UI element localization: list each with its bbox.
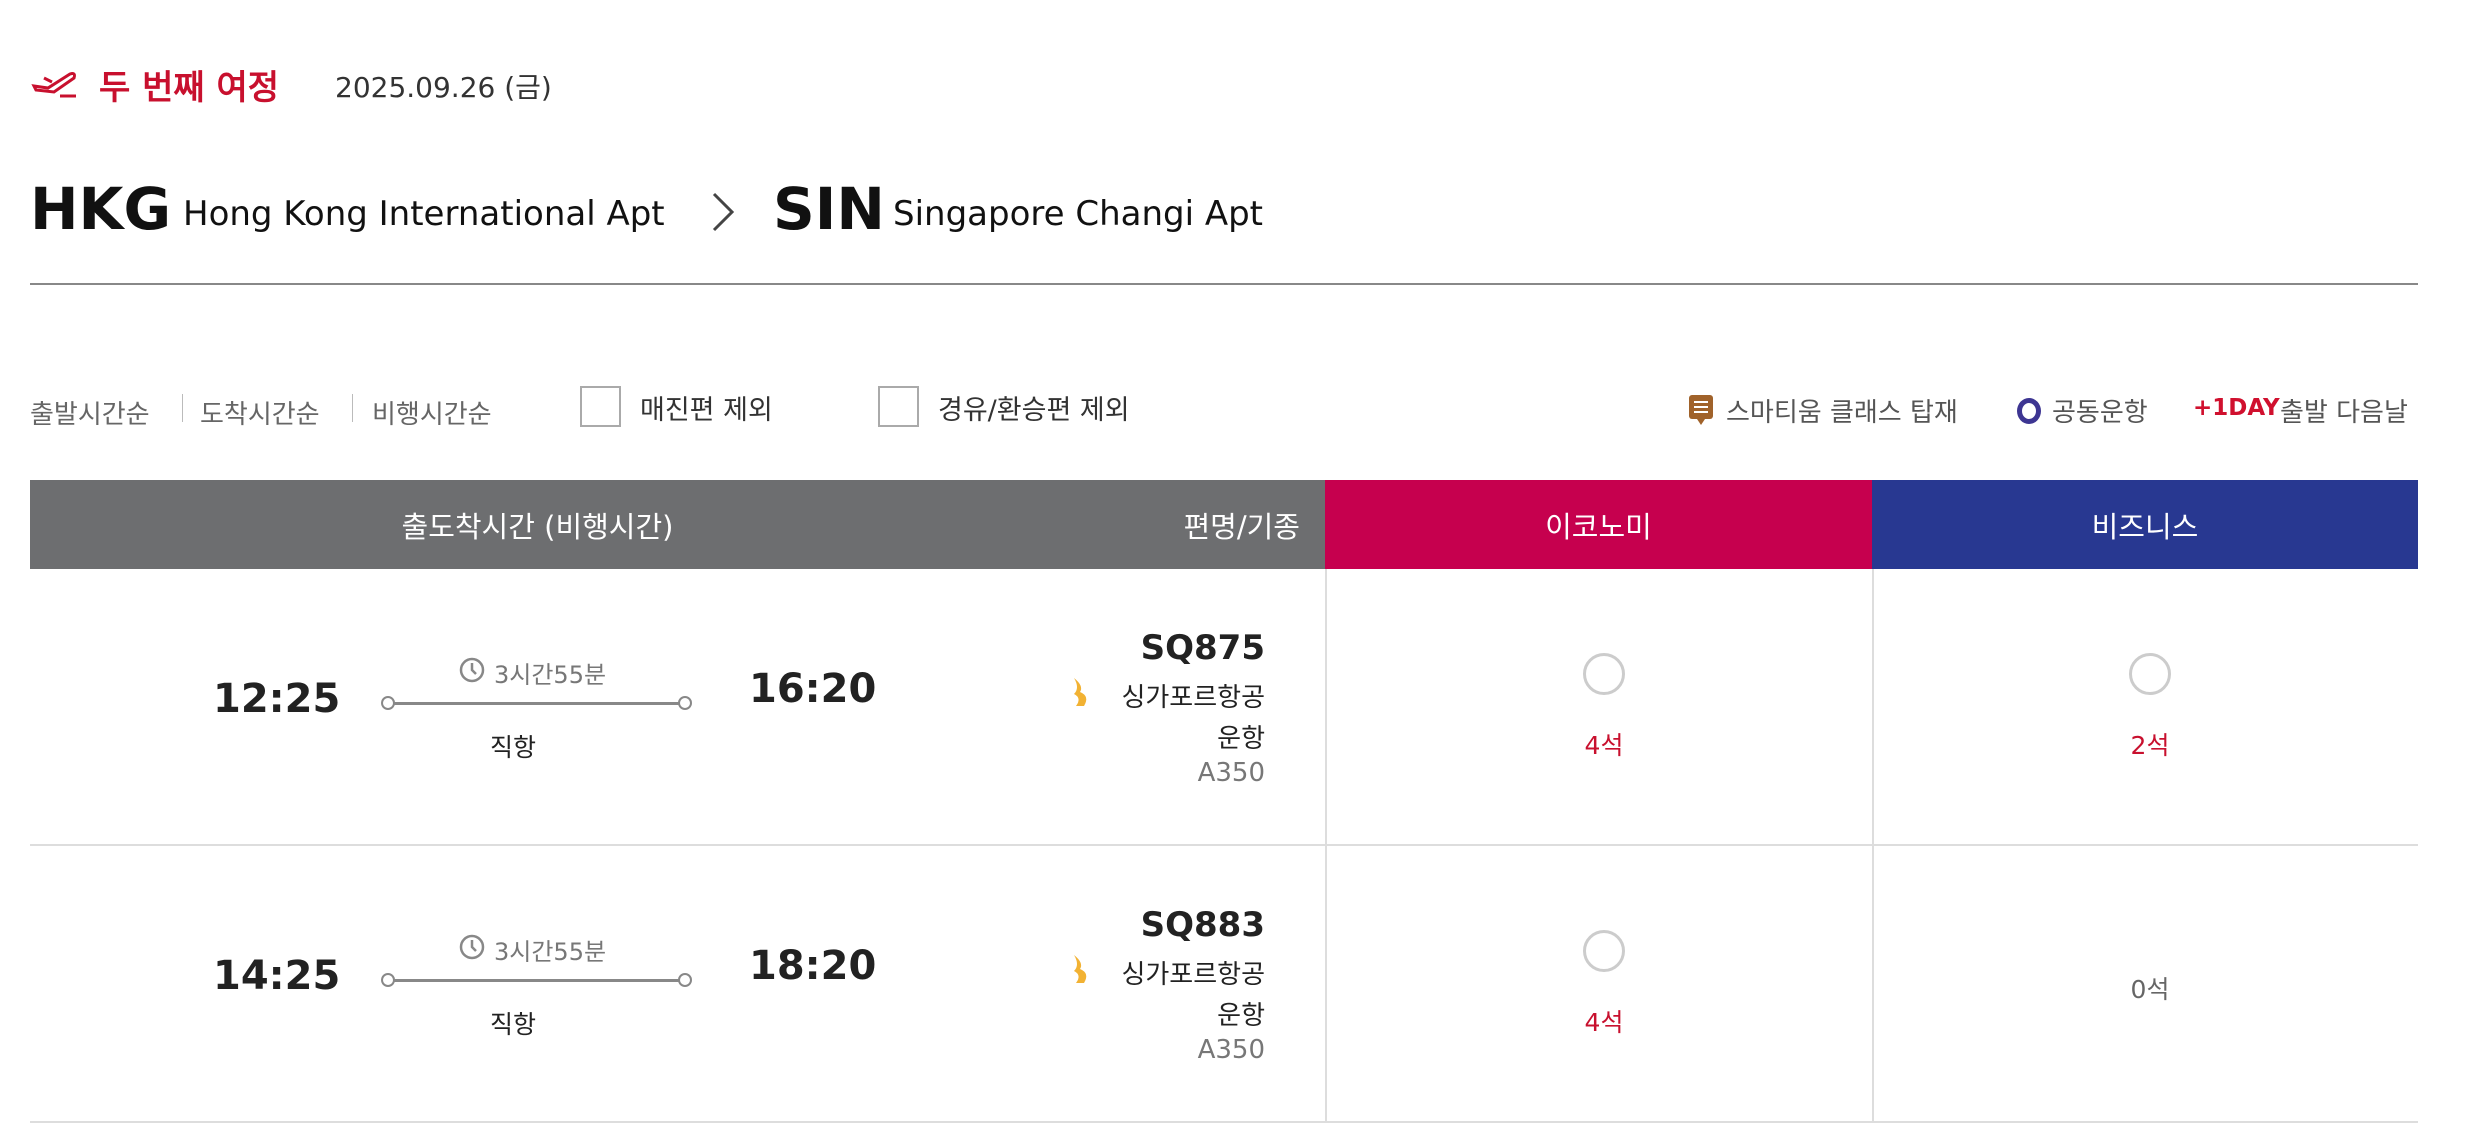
plus-day-legend: 출발 다음날 xyxy=(2280,398,2408,428)
route-dot xyxy=(381,696,395,710)
chevron-right-icon xyxy=(712,192,735,232)
divider xyxy=(1872,569,1874,1123)
flight-type: 직항 xyxy=(490,1010,537,1039)
flight-number[interactable]: SQ883 xyxy=(1140,905,1265,945)
route-dot xyxy=(678,696,692,710)
destination-code: SIN xyxy=(773,175,885,243)
header-business: 비즈니스 xyxy=(1872,480,2418,569)
flight-duration: 3시간55분 xyxy=(494,661,607,689)
economy-fare-radio[interactable] xyxy=(1583,653,1625,695)
smartium-icon xyxy=(1689,395,1713,425)
business-fare-radio[interactable] xyxy=(2129,653,2171,695)
singapore-airlines-logo-icon xyxy=(1074,955,1087,983)
business-seats: 2석 xyxy=(2130,731,2170,760)
exclude-soldout-checkbox[interactable] xyxy=(580,386,621,427)
business-seats: 0석 xyxy=(2130,975,2170,1004)
exclude-soldout-label[interactable]: 매진편 제외 xyxy=(640,395,773,426)
arrival-time: 16:20 xyxy=(749,666,877,712)
aircraft-type: A350 xyxy=(1197,758,1265,788)
route-dot xyxy=(678,973,692,987)
plane-departure-icon xyxy=(31,72,76,98)
route-line xyxy=(390,979,684,982)
divider xyxy=(1325,569,1327,1123)
header-economy: 이코노미 xyxy=(1325,480,1872,569)
departure-time: 14:25 xyxy=(213,953,341,999)
header-flight: 편명/기종 xyxy=(1183,509,1301,544)
origin-name: Hong Kong International Apt xyxy=(183,194,665,234)
flight-number[interactable]: SQ875 xyxy=(1140,628,1265,668)
departure-time: 12:25 xyxy=(213,676,341,722)
journey-date: 2025.09.26 (금) xyxy=(335,71,552,104)
sort-arrival[interactable]: 도착시간순 xyxy=(200,400,320,430)
divider xyxy=(352,394,353,422)
singapore-airlines-logo-icon xyxy=(1074,678,1087,706)
flight-duration: 3시간55분 xyxy=(494,938,607,966)
economy-fare-radio[interactable] xyxy=(1583,930,1625,972)
destination-name: Singapore Changi Apt xyxy=(893,194,1264,234)
flight-type: 직항 xyxy=(490,733,537,762)
aircraft-type: A350 xyxy=(1197,1035,1265,1065)
exclude-transfer-checkbox[interactable] xyxy=(878,386,919,427)
sort-departure[interactable]: 출발시간순 xyxy=(30,400,150,430)
route-dot xyxy=(381,973,395,987)
codeshare-icon xyxy=(2017,398,2041,424)
journey-title: 두 번째 여정 xyxy=(99,68,280,108)
header-time: 출도착시간 (비행시간) xyxy=(401,509,674,544)
exclude-transfer-label[interactable]: 경유/환승편 제외 xyxy=(938,395,1130,426)
smartium-legend: 스마티움 클래스 탑재 xyxy=(1726,398,1958,428)
operated-by: 운항 xyxy=(1217,1001,1265,1031)
clock-icon xyxy=(459,934,485,960)
divider xyxy=(182,394,183,422)
divider xyxy=(30,283,2418,285)
airline-name: 싱가포르항공 xyxy=(1121,960,1265,990)
economy-seats: 4석 xyxy=(1584,1008,1624,1037)
arrival-time: 18:20 xyxy=(749,943,877,989)
flight-row xyxy=(30,569,2418,846)
origin-code: HKG xyxy=(30,175,172,243)
sort-duration[interactable]: 비행시간순 xyxy=(372,400,492,430)
airline-name: 싱가포르항공 xyxy=(1121,683,1265,713)
plus-day-badge: +1DAY xyxy=(2193,395,2280,421)
codeshare-legend: 공동운항 xyxy=(2052,398,2148,428)
economy-seats: 4석 xyxy=(1584,731,1624,760)
clock-icon xyxy=(459,657,485,683)
operated-by: 운항 xyxy=(1217,724,1265,754)
route-line xyxy=(390,702,684,705)
table-header-time-flight xyxy=(30,480,1325,569)
